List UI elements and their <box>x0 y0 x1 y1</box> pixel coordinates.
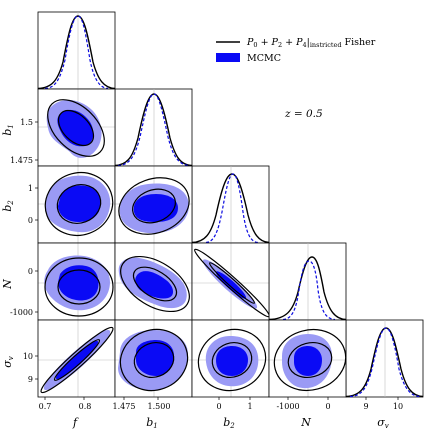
x-tick-sv-0: 9 <box>363 402 368 411</box>
panel-frame <box>345 319 424 398</box>
panel-b2-sigmav <box>191 319 270 398</box>
panel-b1-sigmav <box>114 319 193 398</box>
mcmc-curve <box>205 173 259 244</box>
mcmc-curve <box>44 15 109 90</box>
mcmc-inner-contour <box>58 185 101 222</box>
panel-frame <box>37 11 116 90</box>
mcmc-inner-contour <box>294 346 322 376</box>
y-tick-b1-1: 1.475 <box>10 156 33 165</box>
y-tick-b2-1: 0 <box>28 216 33 225</box>
fisher-inner-contour <box>57 269 101 305</box>
fisher-inner-contour <box>211 342 253 378</box>
mcmc-curve <box>117 93 191 167</box>
y-label-b1: b1 <box>1 124 15 136</box>
fisher-inner-contour <box>56 184 102 224</box>
mcmc-inner-contour <box>133 194 178 222</box>
fisher-outer-contour <box>47 99 105 157</box>
fisher-outer-contour <box>120 255 190 313</box>
x-tick-N-0: -1000 <box>276 402 299 411</box>
x-tick-b2-1: 1 <box>247 402 252 411</box>
panel-sigmav-marginal <box>345 319 424 398</box>
panel-N-marginal <box>268 242 347 321</box>
mcmc-inner-contour <box>216 346 248 376</box>
x-tick-b1-0: 1.475 <box>113 402 136 411</box>
fisher-curve <box>114 93 193 167</box>
panel-f-N <box>37 242 116 321</box>
x-tick-b2-0: 0 <box>216 402 221 411</box>
panel-b1-N <box>114 242 193 321</box>
y-tick-sv-0: 10 <box>23 352 33 361</box>
panel-N-sigmav <box>268 319 347 398</box>
panel-frame <box>191 165 270 244</box>
y-label-b2: b2 <box>1 200 15 212</box>
panel-f-b2 <box>37 165 116 244</box>
y-label-sigmav: σv <box>1 356 15 368</box>
fisher-inner-contour <box>132 266 178 302</box>
mcmc-inner-contour <box>215 271 247 299</box>
panel-frame <box>114 88 193 167</box>
y-tick-N-0: 0 <box>28 267 33 276</box>
x-tick-N-1: 0 <box>325 402 330 411</box>
fisher-outer-contour <box>197 328 267 392</box>
fisher-curve <box>191 173 270 244</box>
fisher-outer-contour <box>119 328 189 392</box>
x-tick-labels: 0.7 0.8 1.475 1.500 0 1 -1000 0 9 10 <box>39 402 403 411</box>
fisher-outer-contour <box>40 326 114 394</box>
mcmc-curve <box>282 260 336 321</box>
x-tick-b1-1: 1.500 <box>148 402 171 411</box>
y-tick-b1-0: 1.5 <box>20 118 33 127</box>
x-label-sigmav: σv <box>377 416 389 430</box>
x-tick-f-1: 0.8 <box>79 402 92 411</box>
fisher-outer-contour <box>194 248 269 318</box>
y-axis-labels: b1 b2 N σv <box>1 124 15 368</box>
panel-b1-b2 <box>114 165 193 244</box>
fisher-curve <box>37 15 116 90</box>
mcmc-inner-contour <box>55 340 99 380</box>
x-label-f: f <box>72 416 79 429</box>
fisher-curve <box>345 327 424 398</box>
panel-b2-marginal <box>191 165 270 244</box>
y-tick-sv-1: 9 <box>28 375 33 384</box>
legend-mcmc-label: MCMC <box>247 53 281 64</box>
x-axis-labels: f b1 b2 N σv <box>72 416 389 430</box>
redshift-annotation: z = 0.5 <box>284 108 323 120</box>
x-label-b1: b1 <box>146 416 158 430</box>
panel-f-sigmav <box>37 319 116 398</box>
panel-frame <box>268 242 347 321</box>
fisher-inner-contour <box>57 109 95 147</box>
legend-mcmc-swatch <box>216 53 240 62</box>
fisher-outer-contour <box>44 172 114 236</box>
fisher-outer-contour <box>273 328 346 392</box>
fisher-inner-contour <box>132 188 176 224</box>
fisher-inner-contour <box>133 342 175 378</box>
x-tick-f-0: 0.7 <box>39 402 52 411</box>
fisher-inner-contour <box>53 339 101 381</box>
panel-f-marginal <box>37 11 116 90</box>
fisher-inner-contour <box>208 262 256 304</box>
panel-b1-marginal <box>114 88 193 167</box>
legend: P0 + P2 + P4|instricted Fisher MCMC <box>216 37 376 64</box>
fisher-curve <box>268 256 347 321</box>
x-tick-sv-1: 10 <box>393 402 403 411</box>
y-label-N: N <box>1 279 14 290</box>
y-tick-b2-0: 1 <box>28 184 33 193</box>
fisher-outer-contour <box>44 257 114 317</box>
panel-b2-N <box>191 242 270 321</box>
mcmc-curve <box>349 327 421 398</box>
y-tick-N-1: -1000 <box>10 308 33 317</box>
x-label-b2: b2 <box>223 416 235 430</box>
mcmc-inner-contour <box>136 340 174 376</box>
panel-f-b1 <box>37 88 116 167</box>
fisher-inner-contour <box>287 342 333 378</box>
y-tick-labels: 1.5 1.475 1 0 0 -1000 10 9 <box>10 118 33 384</box>
x-label-N: N <box>300 416 311 429</box>
legend-fisher-label: P0 + P2 + P4|instricted Fisher <box>246 37 376 49</box>
mcmc-inner-contour <box>135 271 174 299</box>
fisher-outer-contour <box>118 177 190 235</box>
tick-marks <box>35 121 399 400</box>
mcmc-inner-contour <box>58 265 99 301</box>
